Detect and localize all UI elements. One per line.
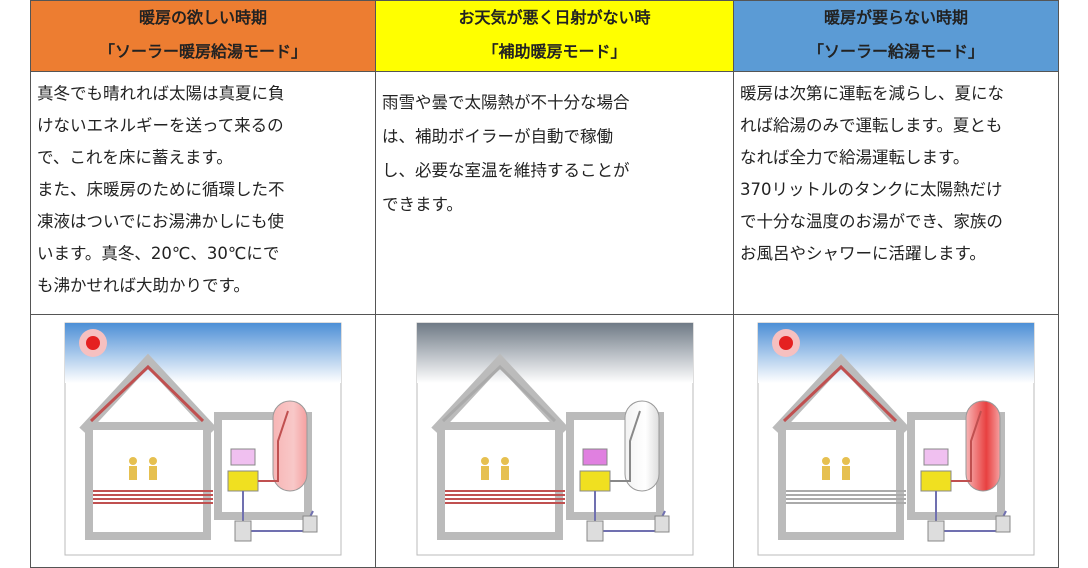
text-line: できます。 [382, 195, 463, 214]
illustration-part [951, 410, 982, 482]
illustration-part [923, 448, 949, 466]
illustration-part [609, 410, 641, 482]
header-line: 暖房の欲しい時期 [138, 8, 267, 27]
illustration-part [995, 515, 1011, 533]
illustration-part [758, 323, 1034, 383]
illustration-part [86, 336, 100, 350]
illustration-part [149, 457, 157, 465]
illustration-part [965, 400, 1001, 492]
image-row [30, 314, 1059, 568]
illustration-part [842, 466, 850, 480]
mode-table: 暖房の欲しい時期「ソーラー暖房給湯モード」 お天気が悪く日射がない時 「補助暖房モ… [30, 0, 1059, 568]
illustration-part [778, 422, 904, 540]
illustration-part [586, 520, 603, 542]
text-cell: 雨雪や曇で太陽熱が不十分な場合 は、補助ボイラーが自動で稼働 し、必要な室温を維持す… [375, 71, 734, 315]
page: 暖房の欲しい時期「ソーラー暖房給湯モード」 お天気が悪く日射がない時 「補助暖房モ… [30, 0, 1059, 568]
illustration-part [822, 457, 830, 465]
illustration [416, 322, 693, 556]
header-cell: お天気が悪く日射がない時 「補助暖房モード」 [375, 0, 734, 72]
illustration [757, 322, 1035, 556]
text-row: 真冬でも晴れれば太陽は真夏に負 けないエネルギーを送って来るの で、これを床に蓄えま… [30, 71, 1059, 315]
text-line: は、補助ボイラーが自動で稼働 [382, 127, 613, 146]
illustration-part [85, 422, 211, 540]
illustration-part [258, 410, 289, 482]
image-cell [30, 314, 376, 568]
illustration-part [565, 412, 664, 520]
text-line: けないエネルギーを送って来るの [37, 116, 284, 135]
header-line: お天気が悪く日射がない時 [458, 8, 651, 27]
illustration-part [624, 400, 659, 492]
illustration-part [272, 400, 308, 492]
illustration [64, 322, 342, 556]
illustration-part [65, 323, 341, 383]
illustration-part [500, 457, 509, 465]
illustration-part [480, 457, 489, 465]
text-line: 真冬でも晴れれば太陽は真夏に負 [37, 84, 285, 103]
illustration-part [907, 412, 1005, 520]
illustration-part [920, 470, 952, 492]
illustration-part [227, 470, 259, 492]
illustration-part [214, 412, 312, 520]
illustration-part [441, 364, 556, 423]
illustration-part [234, 520, 252, 542]
text-line: で、これを床に蓄えます。 [37, 148, 233, 167]
illustration-part [89, 364, 205, 423]
illustration-part [129, 466, 137, 480]
text-line: なれば全力で給湯運転します。 [740, 148, 970, 167]
illustration-part [436, 422, 563, 540]
header-cell: 暖房が要らない時期 「ソーラー給湯モード」 [733, 0, 1059, 72]
illustration-part [480, 466, 489, 480]
text-line: 雨雪や曇で太陽熱が不十分な場合 [382, 93, 630, 112]
text-cell: 真冬でも晴れれば太陽は真夏に負 けないエネルギーを送って来るの で、これを床に蓄えま… [30, 71, 376, 315]
text-line: 暖房は次第に運転を減らし、夏にな [740, 84, 1004, 103]
illustration-part [129, 457, 137, 465]
illustration-part [582, 448, 607, 466]
header-line: 「ソーラー暖房給湯モード」 [98, 42, 307, 61]
header-cell: 暖房の欲しい時期「ソーラー暖房給湯モード」 [30, 0, 376, 72]
illustration-part [500, 466, 509, 480]
illustration-part [782, 364, 898, 423]
illustration-part [230, 448, 256, 466]
text-line: し、必要な室温を維持することが [382, 161, 630, 180]
header-line: 暖房が要らない時期 [823, 8, 968, 27]
text-line: 凍液はついでにお湯沸かしにも使 [37, 212, 285, 231]
image-cell [733, 314, 1059, 568]
illustration-part [842, 457, 850, 465]
text-line: また、床暖房のために循環した不 [37, 180, 285, 199]
illustration-part [579, 470, 610, 492]
image-cell [375, 314, 734, 568]
text-line: お風呂やシャワーに活躍します。 [740, 244, 986, 263]
text-line: います。真冬、20℃、30℃にで [37, 244, 280, 263]
text-line: で十分な温度のお湯ができ、家族の [740, 212, 1003, 231]
text-cell: 暖房は次第に運転を減らし、夏にな れば給湯のみで運転します。夏とも なれば全力で給湯… [733, 71, 1059, 315]
header-row: 暖房の欲しい時期「ソーラー暖房給湯モード」 お天気が悪く日射がない時 「補助暖房モ… [30, 0, 1059, 72]
illustration-part [822, 466, 830, 480]
text-line: 370リットルのタンクに太陽熱だけ [740, 180, 1003, 199]
illustration-part [302, 515, 318, 533]
text-line: れば給湯のみで運転します。夏とも [740, 116, 1003, 135]
illustration-part [779, 336, 793, 350]
illustration-part [654, 515, 669, 533]
header-line: 「補助暖房モード」 [482, 42, 627, 61]
text-line: も沸かせれば大助かりです。 [37, 276, 250, 295]
header-line: 「ソーラー給湯モード」 [807, 42, 984, 61]
illustration-part [149, 466, 157, 480]
illustration-part [927, 520, 945, 542]
illustration-part [416, 323, 693, 383]
